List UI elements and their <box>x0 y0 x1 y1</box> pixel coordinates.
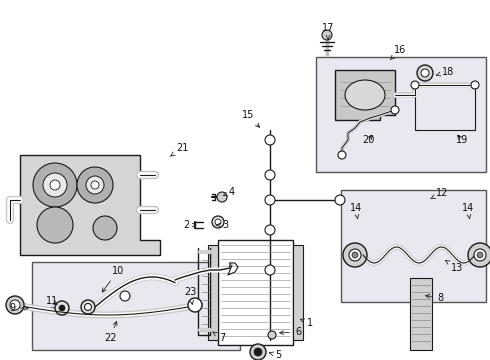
Circle shape <box>349 249 361 261</box>
Circle shape <box>59 305 65 311</box>
Bar <box>316 57 486 172</box>
Circle shape <box>50 180 60 190</box>
Text: 5: 5 <box>270 350 281 360</box>
Circle shape <box>10 300 20 310</box>
Bar <box>293 245 303 340</box>
Text: 9: 9 <box>9 303 28 313</box>
Text: 23: 23 <box>184 287 196 304</box>
Circle shape <box>120 291 130 301</box>
Circle shape <box>265 195 275 205</box>
Text: 22: 22 <box>104 321 117 343</box>
Text: 18: 18 <box>436 67 454 77</box>
Circle shape <box>43 173 67 197</box>
Text: 21: 21 <box>171 143 188 156</box>
Circle shape <box>212 216 224 228</box>
Circle shape <box>417 65 433 81</box>
Text: 16: 16 <box>390 45 406 60</box>
Circle shape <box>411 81 419 89</box>
Circle shape <box>421 69 429 77</box>
Circle shape <box>93 216 117 240</box>
Circle shape <box>250 344 266 360</box>
Circle shape <box>188 298 202 312</box>
Circle shape <box>268 331 276 339</box>
Polygon shape <box>335 70 395 120</box>
Bar <box>32 262 240 350</box>
Circle shape <box>322 30 332 40</box>
Circle shape <box>468 243 490 267</box>
Circle shape <box>91 181 99 189</box>
Text: 10: 10 <box>102 266 124 292</box>
Text: 12: 12 <box>431 188 448 199</box>
Circle shape <box>254 348 262 356</box>
Text: 6: 6 <box>280 327 301 337</box>
Circle shape <box>352 252 358 258</box>
Bar <box>218 240 293 345</box>
Text: 13: 13 <box>445 260 463 273</box>
Text: 1: 1 <box>300 318 313 328</box>
Bar <box>410 278 432 350</box>
Circle shape <box>265 135 275 145</box>
Circle shape <box>6 296 24 314</box>
Circle shape <box>338 151 346 159</box>
Text: 4: 4 <box>223 187 235 197</box>
Circle shape <box>55 301 69 315</box>
Circle shape <box>343 243 367 267</box>
Text: 7: 7 <box>213 332 225 343</box>
Circle shape <box>77 167 113 203</box>
Circle shape <box>215 219 221 225</box>
Text: 19: 19 <box>456 135 468 145</box>
Text: 2: 2 <box>183 220 196 230</box>
Circle shape <box>217 192 227 202</box>
Circle shape <box>471 81 479 89</box>
Circle shape <box>81 300 95 314</box>
Circle shape <box>391 106 399 114</box>
Text: 8: 8 <box>426 293 443 303</box>
Text: 15: 15 <box>242 110 260 127</box>
Bar <box>208 245 218 340</box>
Circle shape <box>265 265 275 275</box>
Circle shape <box>474 249 486 261</box>
Text: 3: 3 <box>216 220 228 230</box>
Polygon shape <box>20 155 160 255</box>
Text: 17: 17 <box>322 23 334 39</box>
Ellipse shape <box>345 80 385 110</box>
Text: 14: 14 <box>350 203 362 219</box>
Circle shape <box>84 303 92 310</box>
Text: 14: 14 <box>462 203 474 219</box>
Circle shape <box>37 207 73 243</box>
Circle shape <box>265 170 275 180</box>
Text: 20: 20 <box>362 135 374 145</box>
Circle shape <box>33 163 77 207</box>
Text: 11: 11 <box>46 296 58 306</box>
Bar <box>341 190 486 302</box>
Circle shape <box>265 225 275 235</box>
Circle shape <box>86 176 104 194</box>
Circle shape <box>335 195 345 205</box>
Circle shape <box>477 252 483 258</box>
